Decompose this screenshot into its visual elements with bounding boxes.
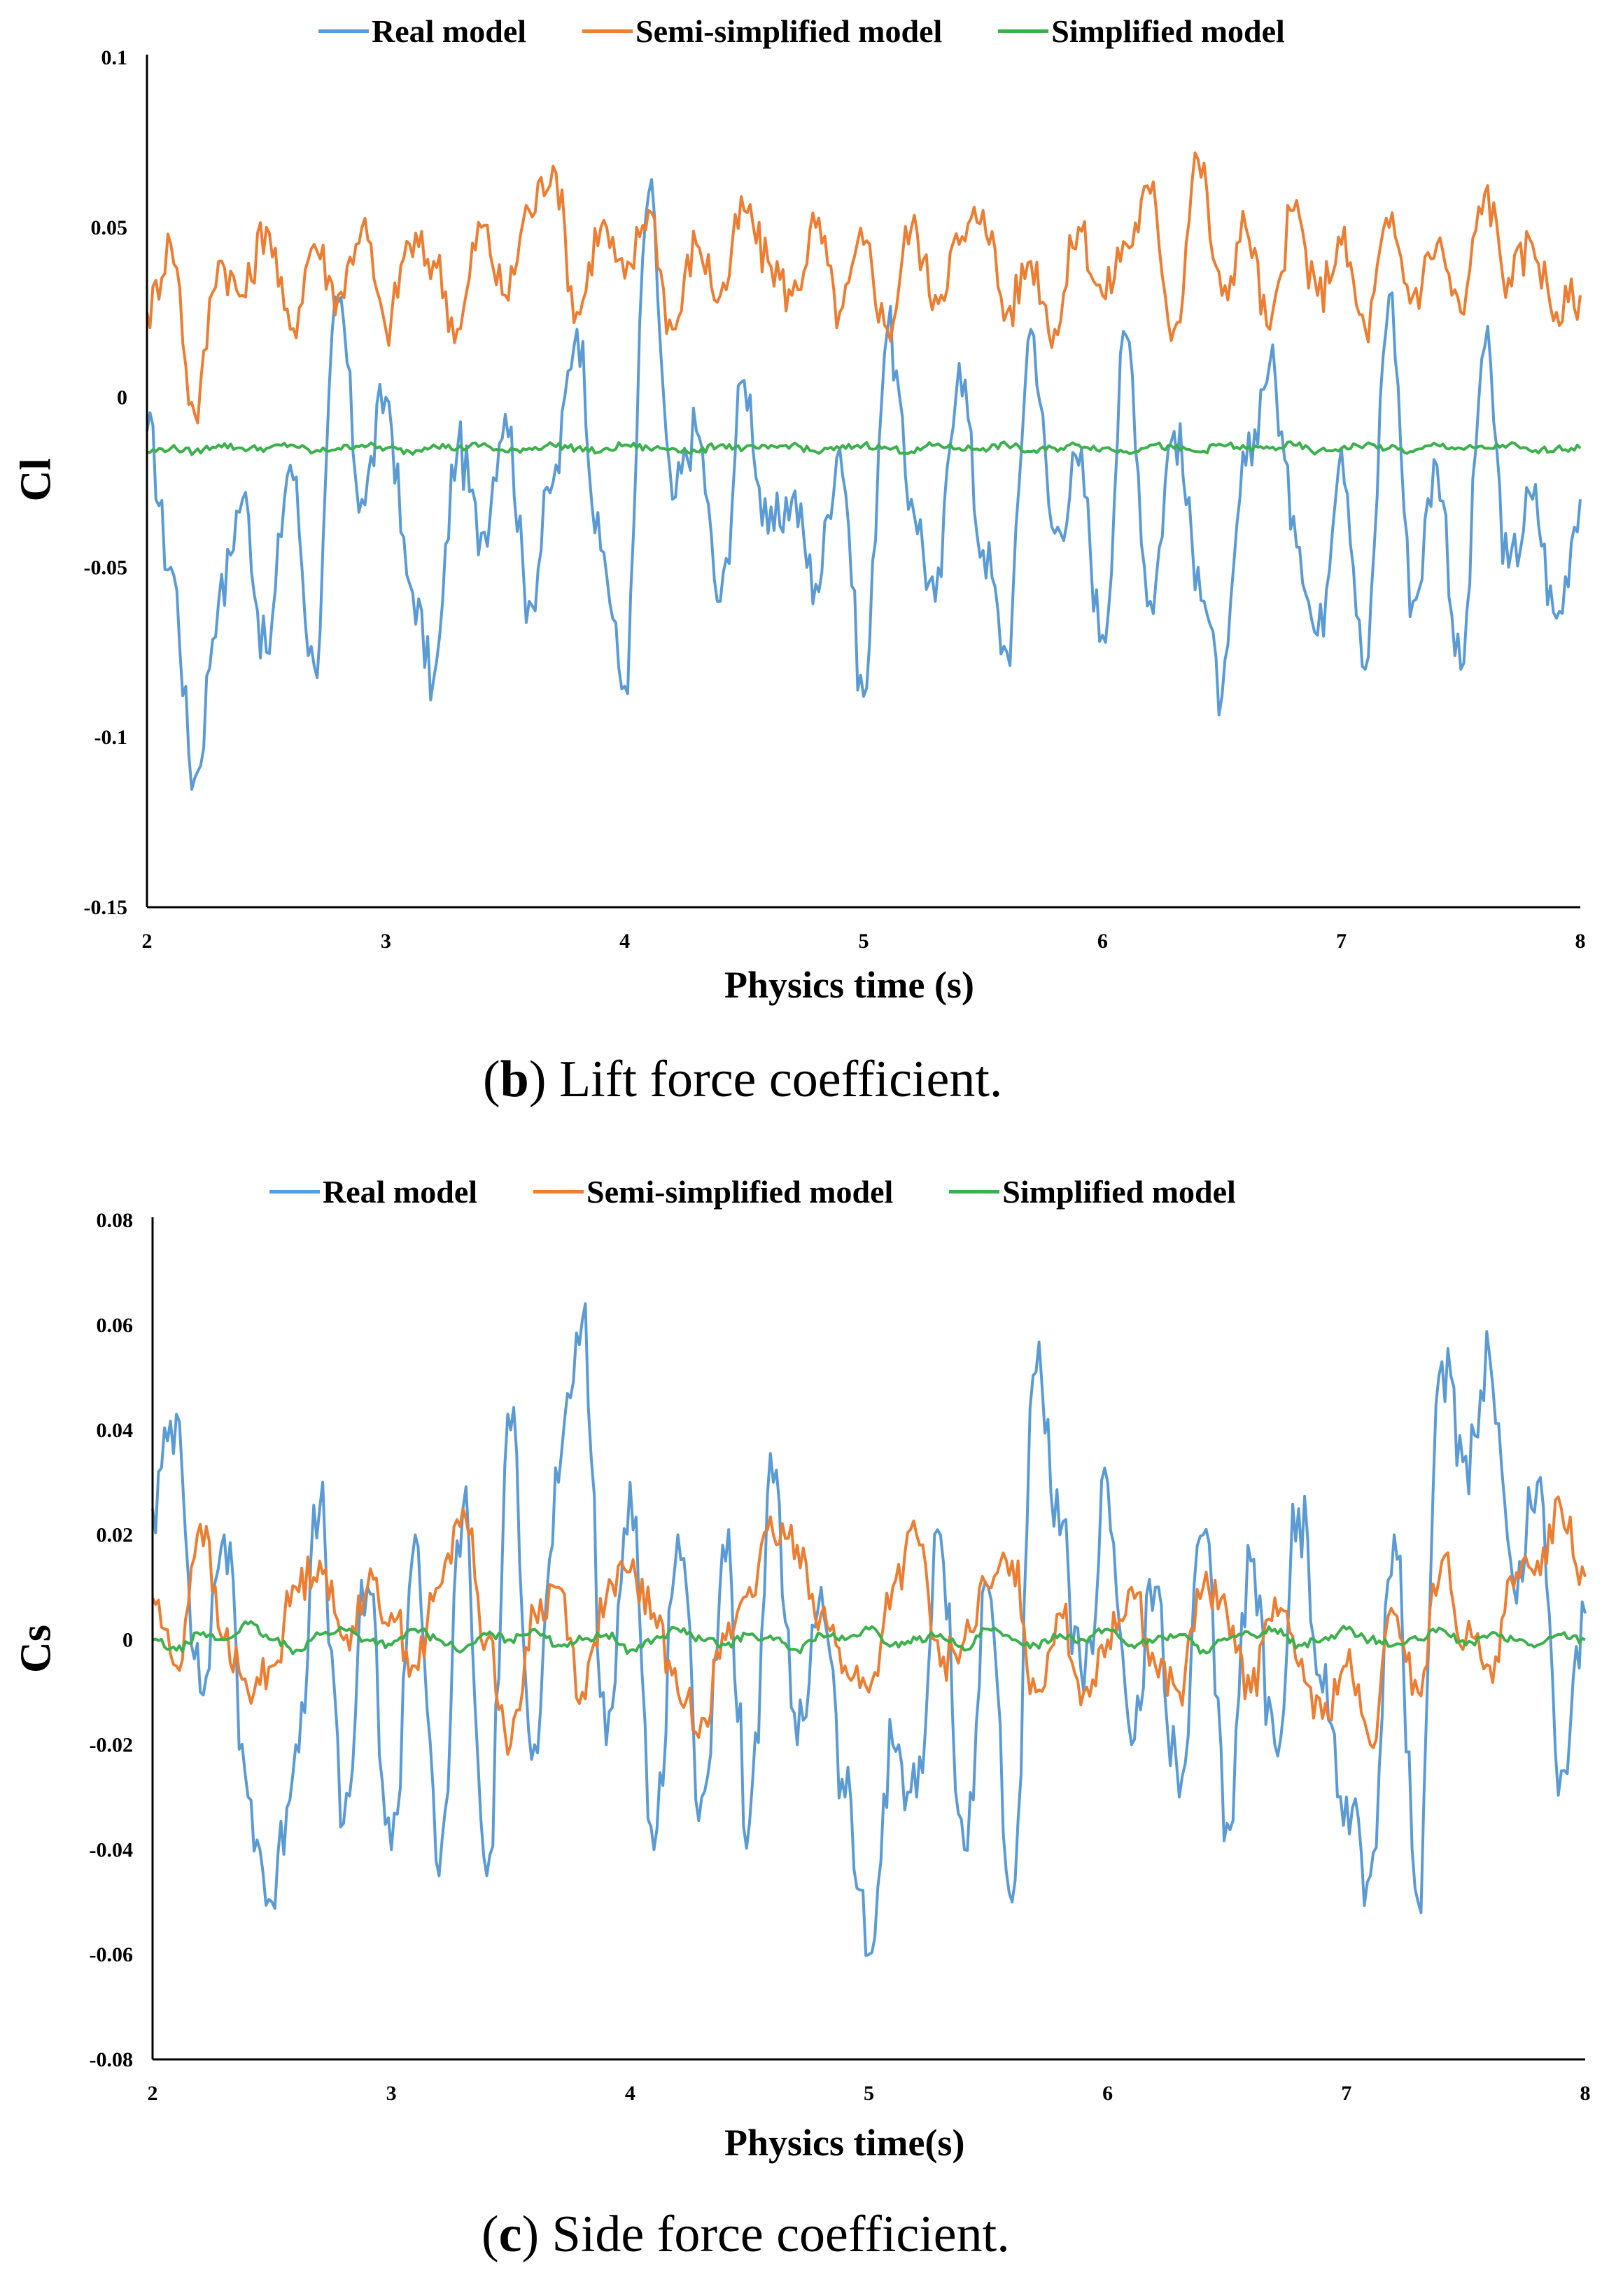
caption-side: (c) Side force coefficient. — [482, 2205, 1010, 2264]
y-tick-label: -0.06 — [90, 1943, 134, 1966]
legend-swatch-semi — [582, 29, 633, 33]
series-line-simplified-model — [152, 1620, 1586, 1656]
y-tick-label: -0.1 — [94, 726, 128, 749]
caption-lift-text: ) Lift force coefficient. — [528, 1051, 1003, 1108]
x-tick-label: 2 — [142, 930, 153, 953]
y-tick-label: -0.08 — [90, 2048, 134, 2071]
caption-lift-letter: b — [500, 1051, 529, 1108]
series-line-real-model — [151, 1302, 1587, 1957]
x-tick-label: 6 — [1102, 2082, 1113, 2105]
legend-swatch-semi — [533, 1190, 584, 1194]
x-tick-label: 8 — [1580, 2082, 1591, 2105]
legend-swatch-simplified — [998, 29, 1049, 33]
x-tick-label: 3 — [381, 930, 391, 953]
series-line-semi-simplified-model — [151, 1495, 1587, 1756]
y-tick-label: -0.05 — [84, 556, 128, 579]
legend-label-semi: Semi-simplified model — [635, 13, 943, 49]
y-tick-label: -0.04 — [90, 1838, 134, 1861]
y-tick-label: 0.06 — [97, 1314, 134, 1337]
series-line-simplified-model — [146, 440, 1582, 456]
x-tick-label: 8 — [1575, 930, 1586, 953]
x-tick-label: 4 — [625, 2082, 635, 2105]
legend-label-simplified: Simplified model — [1051, 13, 1285, 49]
y-tick-label: 0 — [117, 386, 127, 410]
caption-side-letter: c — [498, 2206, 522, 2263]
figure-side: Real model Semi-simplified model Simplif… — [0, 1162, 1616, 2296]
legend-swatch-simplified — [949, 1190, 1000, 1194]
legend-label-simplified: Simplified model — [1002, 1174, 1236, 1210]
legend-item-real: Real model — [269, 1173, 477, 1210]
chart-side: 2 3 4 5 6 7 8 0.08 0.06 0.04 0.02 0 -0.02 -0.04 -0.06 -… — [90, 1209, 1591, 2105]
legend-swatch-real — [269, 1190, 320, 1194]
legend-label-real: Real model — [372, 13, 527, 49]
y-tick-label: -0.15 — [84, 896, 128, 919]
x-tick-label: 7 — [1336, 930, 1347, 953]
x-axis-title-side: Physics time(s) — [724, 2122, 965, 2164]
x-tick-label: 3 — [386, 2082, 397, 2105]
x-tick-label: 4 — [619, 930, 630, 953]
y-tick-label: 0.02 — [97, 1524, 134, 1547]
y-tick-label: 0.08 — [97, 1209, 134, 1232]
legend-item-simplified: Simplified model — [949, 1173, 1236, 1210]
caption-lift: (b) Lift force coefficient. — [483, 1050, 1002, 1110]
caption-side-open: ( — [482, 2206, 499, 2263]
x-axis-title-lift: Physics time (s) — [724, 964, 974, 1006]
legend-lift: Real model Semi-simplified model Simplif… — [318, 13, 1285, 50]
chart-lift: 2 3 4 5 6 7 8 0.1 0.05 0 -0.05 -0.1 -0.15 — [84, 46, 1586, 953]
x-tick-label: 6 — [1097, 930, 1108, 953]
series-line-real-model — [146, 178, 1582, 791]
caption-lift-open: ( — [483, 1051, 500, 1108]
x-tick-label: 2 — [148, 2082, 158, 2105]
x-tick-label: 5 — [864, 2082, 874, 2105]
legend-item-semi: Semi-simplified model — [582, 13, 942, 50]
y-tick-label: 0.05 — [91, 216, 128, 239]
legend-item-simplified: Simplified model — [998, 13, 1285, 50]
y-tick-label: 0.1 — [101, 46, 128, 69]
legend-item-semi: Semi-simplified model — [533, 1173, 893, 1210]
x-tick-label: 7 — [1341, 2082, 1351, 2105]
y-tick-label: 0.04 — [97, 1419, 134, 1442]
legend-label-semi: Semi-simplified model — [586, 1174, 894, 1210]
legend-swatch-real — [318, 29, 369, 33]
legend-label-real: Real model — [323, 1174, 478, 1210]
y-tick-label: 0 — [122, 1629, 133, 1652]
caption-side-text: ) Side force coefficient. — [521, 2206, 1010, 2263]
figure-lift: Real model Semi-simplified model Simplif… — [13, 13, 1586, 1110]
legend-item-real: Real model — [318, 13, 526, 50]
series-line-semi-simplified-model — [146, 151, 1582, 425]
y-tick-label: -0.02 — [90, 1733, 134, 1756]
legend-side: Real model Semi-simplified model Simplif… — [269, 1173, 1236, 1210]
x-tick-label: 5 — [859, 930, 869, 953]
